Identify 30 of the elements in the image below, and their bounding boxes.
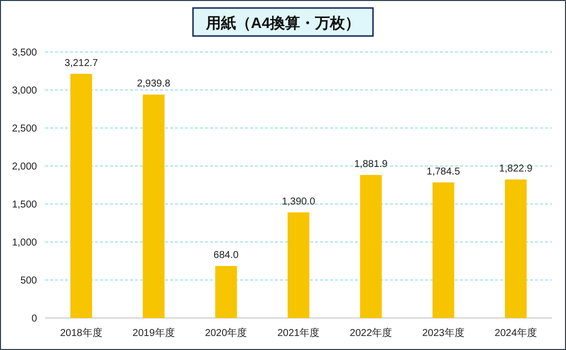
x-tick-label: 2024年度: [494, 327, 537, 339]
bar: [360, 174, 382, 318]
x-tick-label: 2019年度: [132, 327, 175, 339]
data-label: 1,784.5: [426, 166, 460, 178]
y-tick-label: 0: [31, 314, 38, 324]
y-tick-label: 1,500: [12, 200, 38, 210]
x-tick-label: 2020年度: [204, 327, 248, 339]
bar: [70, 74, 92, 318]
y-tick-label: 2,500: [12, 124, 38, 134]
data-label: 1,881.9: [354, 158, 388, 170]
x-tick-label: 2018年度: [60, 327, 102, 339]
x-tick-label: 2021年度: [277, 327, 320, 339]
bar: [432, 182, 454, 318]
data-label: 1,390.0: [282, 196, 316, 208]
y-tick-label: 2,000: [12, 162, 38, 172]
y-tick-label: 3,500: [12, 48, 38, 58]
y-tick-label: 3,000: [12, 86, 38, 96]
data-label: 3,212.7: [64, 58, 98, 69]
bar: [288, 212, 310, 318]
data-label: 1,822.9: [499, 163, 533, 174]
x-tick-label: 2022年度: [350, 327, 392, 339]
data-label: 684.0: [214, 250, 240, 262]
y-tick-label: 1,000: [12, 238, 38, 248]
bar: [504, 179, 527, 318]
data-label: 2,939.8: [136, 78, 171, 90]
y-tick-label: 500: [20, 276, 38, 286]
bar: [142, 94, 165, 318]
x-tick-label: 2023年度: [422, 327, 464, 339]
bar: [215, 266, 237, 318]
chart-title: 用紙（A4換算・万枚）: [204, 15, 360, 32]
